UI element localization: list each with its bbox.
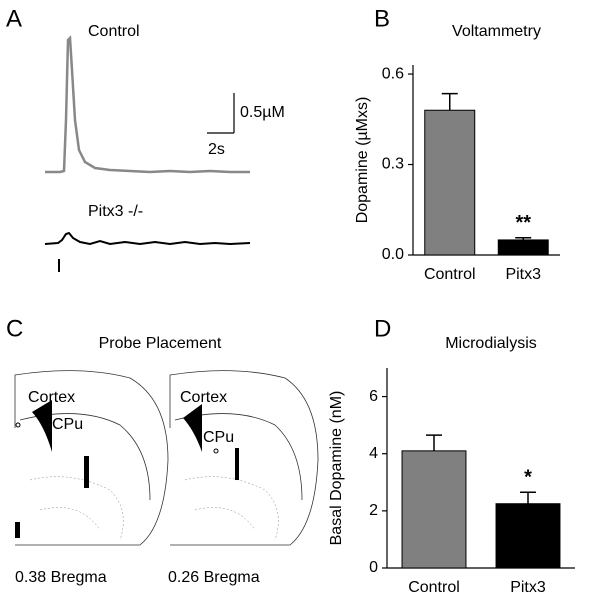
x-tick-label: Pitx3 xyxy=(510,579,546,596)
control-trace xyxy=(45,35,250,174)
scale-label: 0.5µM xyxy=(240,104,285,121)
bar xyxy=(424,109,476,256)
chart-title: Voltammetry xyxy=(452,23,541,40)
scale-label: 2s xyxy=(208,141,225,158)
error-bar xyxy=(441,92,458,111)
significance: * xyxy=(524,467,532,489)
y-tick-label: 0.0 xyxy=(382,246,404,263)
panel-title: Probe Placement xyxy=(99,335,222,352)
x-tick-label: Control xyxy=(424,266,476,283)
brain-section xyxy=(14,370,169,546)
region-label: CPu xyxy=(52,416,83,433)
error-bar xyxy=(426,434,442,451)
x-tick-label: Control xyxy=(408,579,460,596)
region-label: CPu xyxy=(203,429,234,446)
bar xyxy=(497,239,549,256)
brain-section xyxy=(169,370,319,546)
y-tick-label: 0 xyxy=(369,559,378,576)
panel-label: A xyxy=(6,5,22,32)
y-tick-label: 6 xyxy=(369,388,378,405)
mutant-trace xyxy=(44,231,251,246)
panel-label: B xyxy=(374,5,390,32)
y-axis-label: Basal Dopamine (nM) xyxy=(328,391,345,546)
y-axis-label: Dopamine (µMxs) xyxy=(354,97,371,224)
section-label: 0.38 Bregma xyxy=(15,569,107,586)
error-bar xyxy=(520,491,536,504)
y-tick-label: 2 xyxy=(369,502,378,519)
y-tick-label: 0.3 xyxy=(382,156,404,173)
section-label: 0.26 Bregma xyxy=(168,569,260,586)
bar xyxy=(495,503,561,569)
panel-label: D xyxy=(374,315,391,342)
chart-title: Microdialysis xyxy=(445,335,537,352)
significance: ** xyxy=(515,212,531,234)
region-label: Cortex xyxy=(180,389,227,406)
trace-label: Control xyxy=(88,23,140,40)
bar xyxy=(401,450,467,569)
y-tick-label: 4 xyxy=(369,445,378,462)
y-tick-label: 0.6 xyxy=(382,65,404,82)
region-label: Cortex xyxy=(28,389,75,406)
x-tick-label: Pitx3 xyxy=(505,266,541,283)
trace-label: Pitx3 -/- xyxy=(88,203,143,220)
panel-label: C xyxy=(6,315,23,342)
error-bar xyxy=(515,237,532,240)
